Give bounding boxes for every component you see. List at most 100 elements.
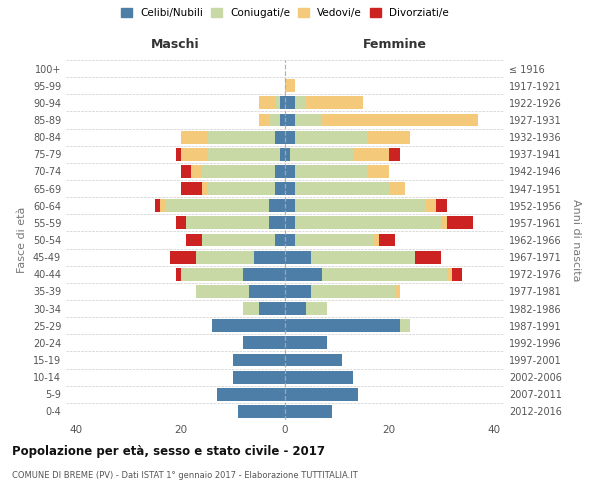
Bar xyxy=(285,165,295,178)
Bar xyxy=(285,405,332,418)
Bar xyxy=(243,268,285,280)
Text: Femmine: Femmine xyxy=(362,38,427,51)
Bar xyxy=(442,216,446,230)
Bar xyxy=(275,130,285,143)
Bar xyxy=(170,250,196,264)
Bar xyxy=(248,285,285,298)
Bar xyxy=(436,200,446,212)
Bar xyxy=(400,320,410,332)
Bar xyxy=(275,182,285,195)
Bar xyxy=(446,216,473,230)
Bar xyxy=(311,285,395,298)
Bar xyxy=(295,114,322,126)
Bar xyxy=(295,130,368,143)
Bar xyxy=(295,165,368,178)
Text: Popolazione per età, sesso e stato civile - 2017: Popolazione per età, sesso e stato civil… xyxy=(12,445,325,458)
Bar xyxy=(446,268,452,280)
Bar xyxy=(202,234,275,246)
Bar xyxy=(275,96,280,110)
Bar xyxy=(415,250,442,264)
Bar xyxy=(181,130,207,143)
Bar xyxy=(176,216,186,230)
Bar xyxy=(196,285,248,298)
Bar xyxy=(207,130,275,143)
Bar xyxy=(322,114,478,126)
Bar xyxy=(254,250,285,264)
Bar xyxy=(379,234,395,246)
Bar xyxy=(285,388,358,400)
Bar xyxy=(196,250,254,264)
Bar xyxy=(285,336,327,349)
Bar xyxy=(285,354,343,366)
Bar xyxy=(269,200,285,212)
Bar xyxy=(353,148,389,160)
Bar xyxy=(374,234,379,246)
Bar xyxy=(176,268,181,280)
Bar xyxy=(233,354,285,366)
Bar xyxy=(181,148,207,160)
Bar xyxy=(217,388,285,400)
Bar xyxy=(290,148,353,160)
Bar xyxy=(295,216,442,230)
Bar xyxy=(160,200,165,212)
Bar xyxy=(426,200,436,212)
Bar xyxy=(285,370,353,384)
Bar xyxy=(285,148,290,160)
Bar xyxy=(280,114,285,126)
Bar xyxy=(259,114,269,126)
Bar xyxy=(285,234,295,246)
Bar xyxy=(306,302,327,315)
Bar xyxy=(233,370,285,384)
Bar xyxy=(212,320,285,332)
Bar xyxy=(186,234,202,246)
Bar xyxy=(368,165,389,178)
Y-axis label: Anni di nascita: Anni di nascita xyxy=(571,198,581,281)
Bar xyxy=(155,200,160,212)
Bar xyxy=(295,182,389,195)
Y-axis label: Fasce di età: Fasce di età xyxy=(17,207,27,273)
Bar xyxy=(176,148,181,160)
Bar xyxy=(295,200,426,212)
Bar xyxy=(285,96,295,110)
Bar xyxy=(311,250,415,264)
Text: Maschi: Maschi xyxy=(151,38,200,51)
Bar xyxy=(259,96,275,110)
Bar xyxy=(181,182,202,195)
Bar xyxy=(322,268,446,280)
Legend: Celibi/Nubili, Coniugati/e, Vedovi/e, Divorziati/e: Celibi/Nubili, Coniugati/e, Vedovi/e, Di… xyxy=(118,5,452,21)
Bar xyxy=(275,234,285,246)
Bar xyxy=(280,96,285,110)
Bar xyxy=(275,165,285,178)
Bar xyxy=(165,200,269,212)
Bar xyxy=(285,302,306,315)
Bar xyxy=(368,130,410,143)
Bar xyxy=(285,182,295,195)
Bar xyxy=(295,234,374,246)
Bar xyxy=(186,216,269,230)
Bar xyxy=(285,130,295,143)
Bar xyxy=(285,250,311,264)
Bar xyxy=(238,405,285,418)
Bar xyxy=(181,268,243,280)
Bar xyxy=(395,285,400,298)
Bar xyxy=(202,165,275,178)
Bar xyxy=(295,96,306,110)
Bar xyxy=(280,148,285,160)
Bar xyxy=(285,216,295,230)
Bar xyxy=(202,182,207,195)
Bar xyxy=(207,182,275,195)
Bar xyxy=(259,302,285,315)
Bar xyxy=(243,336,285,349)
Bar xyxy=(269,216,285,230)
Bar xyxy=(243,302,259,315)
Bar xyxy=(389,182,405,195)
Bar xyxy=(269,114,280,126)
Bar xyxy=(285,80,295,92)
Bar xyxy=(452,268,462,280)
Text: COMUNE DI BREME (PV) - Dati ISTAT 1° gennaio 2017 - Elaborazione TUTTITALIA.IT: COMUNE DI BREME (PV) - Dati ISTAT 1° gen… xyxy=(12,470,358,480)
Bar xyxy=(181,165,191,178)
Bar xyxy=(207,148,280,160)
Bar xyxy=(285,320,400,332)
Bar xyxy=(389,148,400,160)
Bar xyxy=(285,114,295,126)
